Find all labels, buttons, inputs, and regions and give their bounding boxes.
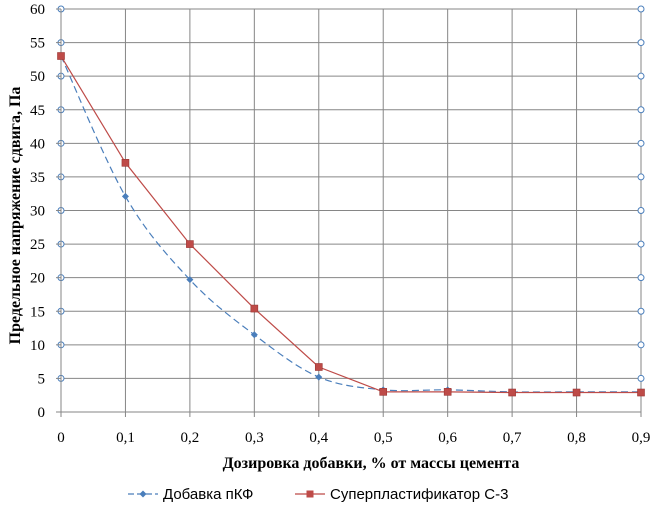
legend-marker	[139, 490, 147, 498]
y-tick-label: 55	[30, 36, 45, 52]
series-line	[60, 55, 641, 393]
y-tick-label: 60	[30, 2, 45, 18]
data-point	[314, 363, 323, 371]
series-1	[57, 52, 645, 396]
y-tick-label: 40	[30, 136, 45, 152]
x-tick-label: 0,6	[438, 430, 457, 446]
axis-marker	[637, 106, 645, 114]
x-tick-labels: 0 0,1 0,2 0,3 0,4 0,5 0,6 0,7 0,8 0,9	[57, 430, 650, 446]
x-tick-label: 0,4	[309, 430, 328, 446]
data-point	[57, 52, 65, 60]
y-tick-label: 45	[30, 103, 45, 119]
data-point	[443, 388, 452, 396]
data-point	[186, 276, 194, 284]
data-point	[186, 240, 194, 248]
legend-label: Суперпластификатор С-3	[330, 486, 508, 503]
y-tick-label: 50	[30, 69, 45, 85]
data-point	[121, 192, 129, 200]
y-tick-label: 10	[30, 338, 45, 354]
grid	[57, 5, 645, 412]
data-point	[121, 159, 130, 167]
axis-marker	[637, 240, 645, 248]
y-tick-label: 25	[30, 237, 45, 253]
axis-marker	[637, 274, 645, 282]
data-point	[315, 373, 323, 381]
data-point	[572, 388, 581, 397]
axis-marker	[637, 207, 645, 214]
axis-marker	[637, 307, 645, 315]
legend-label: Добавка пКФ	[163, 486, 253, 503]
x-tick-label: 0,9	[632, 430, 651, 446]
y-tick-label: 5	[38, 371, 46, 387]
legend: Добавка пКФ Суперпластификатор С-3	[128, 486, 508, 503]
x-tick-label: 0,5	[374, 430, 393, 446]
axis-marker	[637, 39, 645, 47]
x-tick-label: 0	[57, 430, 65, 446]
y-tick-label: 35	[30, 170, 45, 186]
data-point	[637, 388, 645, 397]
axis-marker	[637, 341, 645, 349]
x-tick-label: 0,2	[181, 430, 200, 446]
data-point	[250, 304, 259, 313]
legend-marker	[306, 490, 314, 498]
series-group	[57, 52, 645, 397]
x-axis-title: Дозировка добавки, % от массы цемента	[223, 455, 520, 472]
y-tick-label: 15	[30, 304, 45, 320]
y-tick-label: 30	[30, 204, 45, 220]
data-point	[379, 388, 388, 396]
x-tick-label: 0,8	[567, 430, 586, 446]
legend-item-1: Добавка пКФ	[128, 486, 253, 503]
y-tick-labels: 0 5 10 15 20 25 30 35 40 45 50 55 60	[30, 2, 45, 421]
data-point	[508, 388, 516, 397]
data-point	[250, 331, 258, 339]
x-tick-label: 0,3	[245, 430, 264, 446]
x-tick-label: 0,7	[503, 430, 522, 446]
axis-marker	[637, 72, 645, 80]
axis-marker	[637, 374, 645, 382]
axes	[56, 8, 642, 417]
axis-marker	[637, 139, 645, 147]
y-tick-label: 20	[30, 271, 45, 287]
y-tick-label: 0	[38, 405, 46, 421]
axis-marker	[637, 5, 645, 13]
axis-marker	[637, 173, 645, 181]
legend-item-2: Суперпластификатор С-3	[295, 486, 508, 503]
x-tick-label: 0,1	[116, 430, 135, 446]
series-line	[60, 55, 641, 394]
y-axis-title: Предельное напряжение сдвига, Па	[7, 87, 24, 345]
series-2	[57, 52, 645, 397]
